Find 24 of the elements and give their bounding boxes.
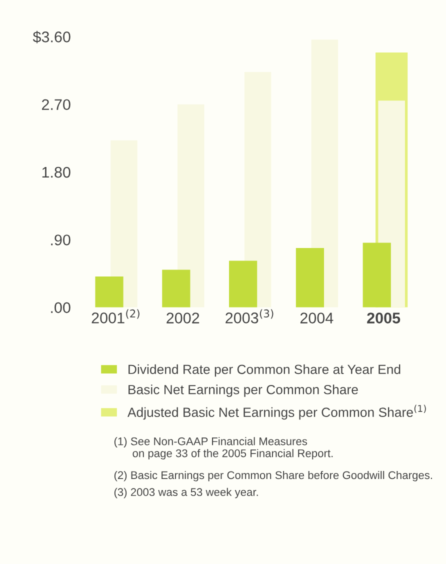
x-tick-label: 2004 (300, 312, 334, 324)
bar (110, 140, 138, 308)
x-tick-label: 2003$^{(3)}$ (226, 309, 274, 324)
legend-label: Dividend Rate per Common Share at Year End (128, 364, 400, 377)
bar (229, 260, 258, 308)
y-tick-label: .90 (51, 234, 70, 246)
text: (2) Basic Earnings per Common Share before Goodwill Charges. (114, 470, 432, 482)
bar (296, 248, 324, 308)
x-tick-label: 2002 (166, 312, 200, 324)
x-tick-label: 2001$^{(2)}$ (92, 309, 140, 324)
bar (244, 72, 272, 308)
y-tick-label: 1.80 (42, 166, 70, 178)
bar (162, 270, 190, 308)
legend-label: Basic Net Earnings per Common Share (128, 384, 358, 397)
y-tick-label: $3.60 (32, 30, 70, 44)
bar (362, 242, 391, 308)
y-tick-label: 2.70 (42, 99, 70, 110)
legend-label: Adjusted Basic Net Earnings per Common Share$^{(1)}$ (127, 404, 426, 420)
text: (3) 2003 was a 53 week year. (114, 488, 258, 498)
bar (95, 276, 124, 308)
text: (1) See Non-GAAP Financial Measures on page 33 of the 2005 Financial Report. (114, 437, 333, 460)
x-tick-label: 2005 (367, 312, 400, 324)
bar (178, 104, 204, 308)
y-tick-label: .00 (51, 302, 70, 314)
